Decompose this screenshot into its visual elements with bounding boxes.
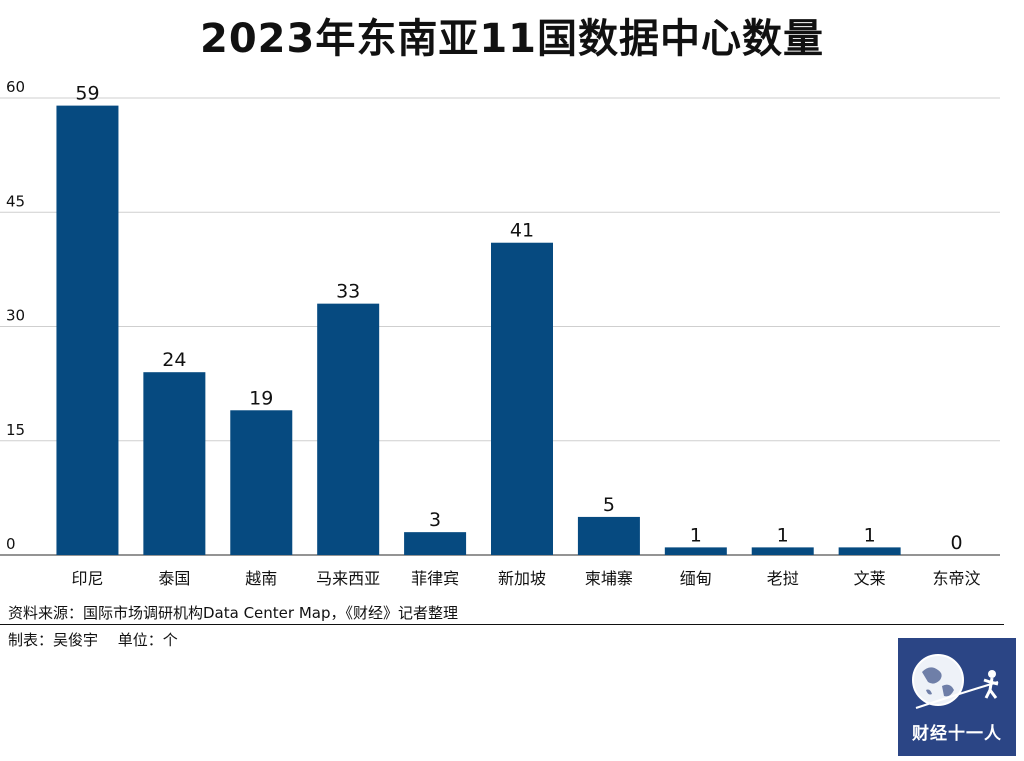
source-note: 资料来源：国际市场调研机构Data Center Map，《财经》记者整理 — [8, 604, 458, 622]
bar — [56, 105, 119, 555]
x-tick-label: 东帝汶 — [933, 569, 981, 588]
x-tick-label: 新加坡 — [498, 569, 546, 588]
bar-value-label: 59 — [75, 83, 99, 105]
x-tick-label: 越南 — [245, 569, 277, 588]
bar — [317, 303, 380, 555]
bar-value-label: 33 — [336, 281, 360, 303]
x-tick-label: 文莱 — [854, 569, 886, 588]
chart-title: 2023年东南亚11国数据中心数量 — [200, 16, 824, 62]
bar — [404, 532, 467, 555]
bar-value-label: 19 — [249, 387, 273, 409]
footer-divider — [0, 624, 1004, 625]
x-axis-tick-labels: 印尼 泰国 越南 马来西亚 菲律宾 新加坡 柬埔寨 缅甸 老挝 文莱 东帝汶 — [71, 569, 980, 588]
x-tick-label: 菲律宾 — [411, 569, 459, 588]
y-axis-tick-labels: 0 15 30 45 60 — [6, 78, 25, 553]
logo-text: 财经十一人 — [912, 724, 1002, 744]
bar-value-label: 3 — [429, 509, 441, 531]
x-tick-label: 马来西亚 — [316, 569, 380, 588]
x-tick-label: 印尼 — [71, 569, 103, 588]
bar-value-label: 1 — [777, 524, 789, 546]
x-tick-label: 柬埔寨 — [585, 569, 633, 588]
bar-value-label: 5 — [603, 494, 615, 516]
y-tick-label: 0 — [6, 535, 16, 553]
y-tick-label: 60 — [6, 78, 25, 96]
brand-logo: 财经十一人 — [898, 638, 1016, 756]
globe-icon — [912, 654, 999, 709]
x-tick-label: 缅甸 — [680, 569, 712, 588]
bar — [491, 242, 553, 555]
bar — [751, 547, 814, 555]
x-tick-label: 泰国 — [158, 569, 190, 588]
bar-value-label: 41 — [510, 220, 534, 242]
y-tick-label: 45 — [6, 192, 25, 210]
y-tick-label: 15 — [6, 421, 25, 439]
bar — [577, 516, 640, 555]
bar-value-label: 24 — [162, 349, 186, 371]
bar — [838, 547, 901, 555]
bar-value-label: 1 — [864, 524, 876, 546]
bar-value-label: 0 — [950, 532, 962, 554]
bars — [56, 105, 901, 555]
credit-note: 制表：吴俊宇 单位：个 — [8, 631, 178, 649]
bar — [664, 547, 727, 555]
x-tick-label: 老挝 — [767, 569, 799, 588]
bar-value-label: 1 — [690, 524, 702, 546]
y-tick-label: 30 — [6, 307, 25, 325]
bar — [143, 372, 206, 555]
bar — [230, 410, 293, 555]
